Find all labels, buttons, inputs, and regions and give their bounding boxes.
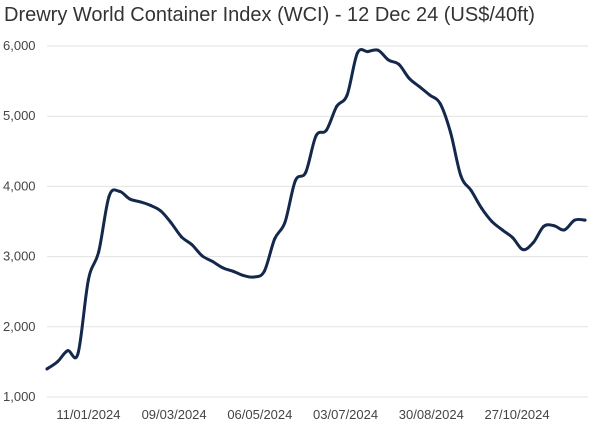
data-point: [242, 274, 246, 278]
data-point: [107, 194, 111, 198]
data-point: [252, 275, 256, 279]
data-point: [438, 102, 442, 106]
y-tick-label: 6,000: [3, 38, 36, 53]
x-axis: 11/01/2024 09/03/2024 06/05/2024 03/07/2024…: [56, 407, 549, 422]
x-tick-label: 27/10/2024: [485, 407, 550, 422]
data-point: [169, 221, 173, 225]
data-point: [273, 237, 277, 241]
grid-lines: [47, 45, 588, 398]
x-tick-label: 09/03/2024: [142, 407, 207, 422]
data-point: [376, 48, 380, 52]
data-point: [128, 197, 132, 201]
data-point: [45, 367, 49, 371]
data-point: [386, 58, 390, 62]
data-point: [159, 209, 163, 213]
data-point: [511, 236, 515, 240]
data-point: [283, 220, 287, 224]
data-point: [490, 220, 494, 223]
x-tick-label: 06/05/2024: [227, 407, 292, 422]
data-point: [180, 235, 184, 239]
data-point: [117, 189, 121, 193]
data-point: [573, 218, 577, 222]
data-point: [211, 260, 215, 264]
data-point: [531, 241, 535, 245]
data-point: [366, 50, 370, 54]
data-point: [407, 76, 411, 80]
data-point: [66, 349, 70, 353]
data-point: [304, 170, 308, 174]
data-point: [562, 228, 566, 232]
data-point: [459, 174, 463, 178]
data-point: [345, 93, 349, 97]
data-point: [397, 62, 401, 66]
data-point: [262, 269, 266, 273]
data-point: [148, 203, 152, 207]
x-tick-label: 30/08/2024: [399, 407, 464, 422]
data-point: [293, 179, 297, 183]
data-point: [469, 189, 473, 193]
chart-title: Drewry World Container Index (WCI) - 12 …: [4, 4, 535, 26]
data-point: [324, 128, 328, 132]
data-point: [417, 85, 421, 89]
data-point: [355, 51, 359, 55]
data-point: [190, 243, 194, 247]
data-point: [200, 254, 204, 258]
data-point: [521, 248, 525, 252]
data-point: [480, 206, 484, 210]
data-point: [428, 93, 432, 97]
data-point: [55, 360, 59, 364]
data-point: [500, 228, 504, 232]
data-point: [449, 130, 453, 134]
plot-area: [45, 48, 587, 371]
data-point: [335, 104, 339, 108]
y-axis: 1,000 2,000 3,000 4,000 5,000 6,000: [3, 38, 36, 404]
data-point: [231, 269, 235, 273]
data-point: [542, 224, 546, 228]
data-point: [86, 278, 90, 282]
data-point: [552, 224, 556, 228]
y-tick-label: 1,000: [3, 389, 36, 404]
y-tick-label: 5,000: [3, 108, 36, 123]
data-point: [97, 250, 101, 254]
y-tick-label: 4,000: [3, 178, 36, 193]
series-line: [45, 48, 587, 371]
data-point: [583, 218, 587, 222]
data-point: [314, 134, 318, 138]
data-point: [138, 200, 142, 204]
x-tick-label: 11/01/2024: [56, 407, 120, 422]
data-point: [76, 351, 80, 355]
y-tick-label: 2,000: [3, 319, 36, 334]
x-tick-label: 03/07/2024: [313, 407, 378, 422]
y-tick-label: 3,000: [3, 249, 36, 264]
data-point: [221, 266, 225, 270]
